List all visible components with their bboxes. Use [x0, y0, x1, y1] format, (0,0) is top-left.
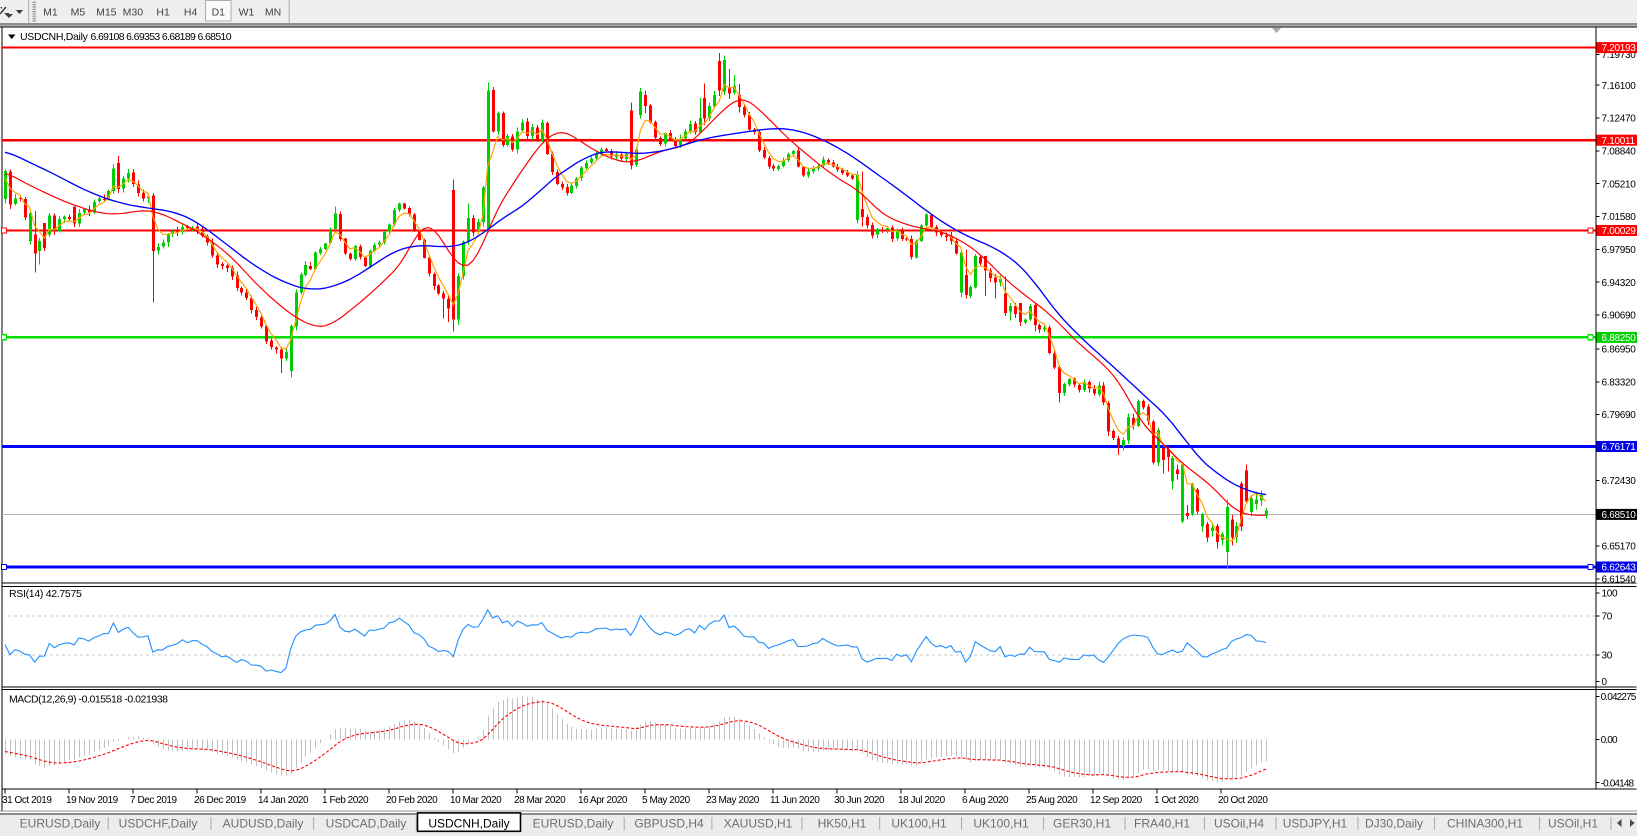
svg-text:6.97950: 6.97950	[1602, 245, 1637, 256]
svg-text:0.00: 0.00	[1601, 735, 1618, 746]
svg-text:USOil,H4: USOil,H4	[1214, 817, 1264, 831]
svg-text:30 Jun 2020: 30 Jun 2020	[834, 795, 885, 806]
svg-text:7.19730: 7.19730	[1602, 50, 1637, 61]
svg-text:USDCAD,Daily: USDCAD,Daily	[326, 817, 407, 831]
svg-text:0.042275: 0.042275	[1601, 692, 1637, 703]
svg-text:HK50,H1: HK50,H1	[818, 817, 867, 831]
svg-text:UK100,H1: UK100,H1	[973, 817, 1029, 831]
svg-text:7.10011: 7.10011	[1602, 136, 1636, 147]
svg-text:M15: M15	[96, 7, 117, 19]
svg-text:USDCNH,Daily: USDCNH,Daily	[428, 817, 509, 831]
svg-text:7.20193: 7.20193	[1602, 43, 1637, 54]
svg-text:6.94320: 6.94320	[1602, 278, 1637, 289]
svg-text:6.83320: 6.83320	[1602, 377, 1637, 388]
svg-text:6.68510: 6.68510	[1602, 510, 1637, 521]
svg-text:5 May 2020: 5 May 2020	[642, 795, 691, 806]
svg-text:EURUSD,Daily: EURUSD,Daily	[20, 817, 101, 831]
svg-text:MN: MN	[265, 7, 281, 19]
svg-text:USDJPY,H1: USDJPY,H1	[1283, 817, 1348, 831]
svg-text:20 Oct 2020: 20 Oct 2020	[1218, 795, 1268, 806]
svg-text:6 Aug 2020: 6 Aug 2020	[962, 795, 1009, 806]
svg-text:6.62643: 6.62643	[1602, 563, 1637, 574]
svg-text:16 Apr 2020: 16 Apr 2020	[578, 795, 628, 806]
svg-text:0: 0	[1602, 677, 1608, 688]
svg-text:6.72430: 6.72430	[1602, 476, 1637, 487]
svg-text:W1: W1	[239, 7, 255, 19]
svg-text:100: 100	[1602, 589, 1619, 600]
svg-text:GER30,H1: GER30,H1	[1053, 817, 1111, 831]
svg-text:11 Jun 2020: 11 Jun 2020	[770, 795, 820, 806]
svg-text:28 Mar 2020: 28 Mar 2020	[514, 795, 566, 806]
svg-text:DJ30,Daily: DJ30,Daily	[1365, 817, 1423, 831]
svg-text:XAUUSD,H1: XAUUSD,H1	[724, 817, 793, 831]
svg-text:6.86950: 6.86950	[1602, 345, 1637, 356]
svg-text:6.65170: 6.65170	[1602, 542, 1637, 553]
svg-text:14 Jan 2020: 14 Jan 2020	[258, 795, 309, 806]
svg-text:H4: H4	[184, 7, 198, 19]
svg-text:H1: H1	[156, 7, 170, 19]
svg-text:EURUSD,Daily: EURUSD,Daily	[533, 817, 614, 831]
svg-text:CHINA300,H1: CHINA300,H1	[1447, 817, 1523, 831]
svg-text:6.76171: 6.76171	[1602, 442, 1637, 453]
svg-text:D1: D1	[212, 7, 226, 19]
svg-text:18 Jul 2020: 18 Jul 2020	[898, 795, 946, 806]
svg-text:6.88250: 6.88250	[1602, 333, 1637, 344]
svg-text:M5: M5	[71, 7, 86, 19]
svg-text:M1: M1	[43, 7, 58, 19]
svg-text:6.90690: 6.90690	[1602, 311, 1637, 322]
svg-text:USDCNH,Daily: USDCNH,Daily	[20, 31, 89, 43]
svg-text:6.69108 6.69353 6.68189 6.6851: 6.69108 6.69353 6.68189 6.68510	[91, 31, 232, 43]
svg-text:7.00029: 7.00029	[1602, 226, 1637, 237]
svg-text:7 Dec 2019: 7 Dec 2019	[130, 795, 178, 806]
svg-text:GBPUSD,H4: GBPUSD,H4	[634, 817, 704, 831]
svg-text:31 Oct 2019: 31 Oct 2019	[2, 795, 52, 806]
svg-text:12 Sep 2020: 12 Sep 2020	[1090, 795, 1143, 806]
svg-text:1 Oct 2020: 1 Oct 2020	[1154, 795, 1199, 806]
svg-text:RSI(14) 42.7575: RSI(14) 42.7575	[9, 588, 82, 600]
svg-text:6.79690: 6.79690	[1602, 410, 1637, 421]
svg-text:-0.04148: -0.04148	[1601, 778, 1635, 789]
svg-text:7.01580: 7.01580	[1602, 212, 1637, 223]
svg-text:70: 70	[1602, 612, 1613, 623]
svg-text:6.61540: 6.61540	[1602, 574, 1637, 585]
svg-text:20 Feb 2020: 20 Feb 2020	[386, 795, 438, 806]
svg-text:19 Nov 2019: 19 Nov 2019	[66, 795, 119, 806]
svg-text:7.05210: 7.05210	[1602, 179, 1637, 190]
svg-text:26 Dec 2019: 26 Dec 2019	[194, 795, 247, 806]
svg-text:AUDUSD,Daily: AUDUSD,Daily	[223, 817, 304, 831]
svg-text:M30: M30	[123, 7, 144, 19]
svg-text:7.08840: 7.08840	[1602, 147, 1637, 158]
svg-text:10 Mar 2020: 10 Mar 2020	[450, 795, 502, 806]
svg-text:FRA40,H1: FRA40,H1	[1134, 817, 1190, 831]
svg-text:7.12470: 7.12470	[1602, 114, 1637, 125]
svg-text:23 May 2020: 23 May 2020	[706, 795, 760, 806]
svg-text:30: 30	[1602, 651, 1613, 662]
svg-text:25 Aug 2020: 25 Aug 2020	[1026, 795, 1078, 806]
svg-text:UK100,H1: UK100,H1	[891, 817, 947, 831]
svg-text:1 Feb 2020: 1 Feb 2020	[322, 795, 369, 806]
svg-text:USOil,H1: USOil,H1	[1548, 817, 1598, 831]
svg-text:USDCHF,Daily: USDCHF,Daily	[119, 817, 198, 831]
svg-text:7.16100: 7.16100	[1602, 81, 1637, 92]
svg-text:MACD(12,26,9) -0.015518 -0.021: MACD(12,26,9) -0.015518 -0.021938	[9, 694, 168, 706]
